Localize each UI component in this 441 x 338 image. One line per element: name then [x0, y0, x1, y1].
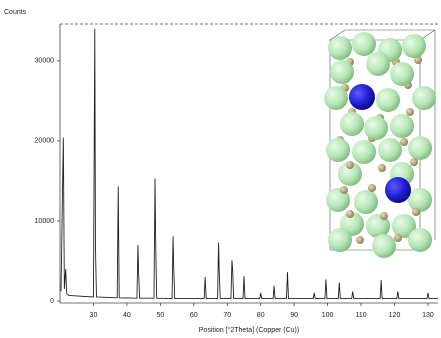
atom-small — [340, 186, 348, 194]
atom-large — [378, 138, 402, 162]
atom-large — [330, 60, 354, 84]
atom-small — [410, 158, 418, 166]
atom-blue — [349, 84, 375, 110]
x-tick-label: 130 — [422, 312, 434, 319]
atom-small — [356, 236, 364, 244]
atom-small — [406, 108, 414, 116]
atom-small — [380, 212, 388, 220]
y-tick-label: 20000 — [35, 138, 55, 145]
atom-blue — [385, 177, 411, 203]
atom-large — [354, 190, 378, 214]
atom-small — [400, 138, 408, 146]
x-tick-label: 80 — [257, 312, 265, 319]
chart: Counts Position [°2Theta] (Copper (Cu)) … — [0, 0, 441, 338]
y-axis-label: Counts — [4, 9, 27, 16]
atom-large — [408, 228, 432, 252]
atom-large — [412, 86, 436, 110]
y-tick-label: 0 — [50, 298, 54, 305]
atom-large — [390, 114, 414, 138]
atom-large — [328, 36, 352, 60]
atom-small — [346, 161, 354, 169]
atom-large — [324, 86, 348, 110]
atom-small — [368, 184, 376, 192]
atom-large — [402, 34, 426, 58]
x-tick-label: 120 — [389, 312, 401, 319]
atom-small — [394, 234, 402, 242]
atom-large — [376, 88, 400, 112]
x-tick-label: 100 — [322, 312, 334, 319]
y-tick-label: 10000 — [35, 218, 55, 225]
x-axis-label: Position [°2Theta] (Copper (Cu)) — [199, 326, 299, 334]
atom-large — [352, 140, 376, 164]
atom-large — [408, 188, 432, 212]
crystal-structure — [324, 30, 436, 258]
x-tick-label: 60 — [190, 312, 198, 319]
atom-large — [352, 32, 376, 56]
atom-large — [366, 52, 390, 76]
y-tick-label: 30000 — [35, 58, 55, 65]
x-tick-label: 90 — [290, 312, 298, 319]
atom-large — [328, 228, 352, 252]
atom-large — [372, 234, 396, 258]
x-tick-label: 50 — [156, 312, 164, 319]
x-tick-label: 70 — [223, 312, 231, 319]
atom-large — [364, 116, 388, 140]
x-tick-label: 40 — [123, 312, 131, 319]
atom-large — [390, 62, 414, 86]
atom-small — [378, 164, 386, 172]
x-tick-label: 30 — [90, 312, 98, 319]
x-tick-label: 110 — [355, 312, 366, 319]
atom-large — [408, 136, 432, 160]
atom-small — [412, 208, 420, 216]
atom-large — [340, 112, 364, 136]
atom-small — [346, 210, 354, 218]
atom-large — [326, 138, 350, 162]
